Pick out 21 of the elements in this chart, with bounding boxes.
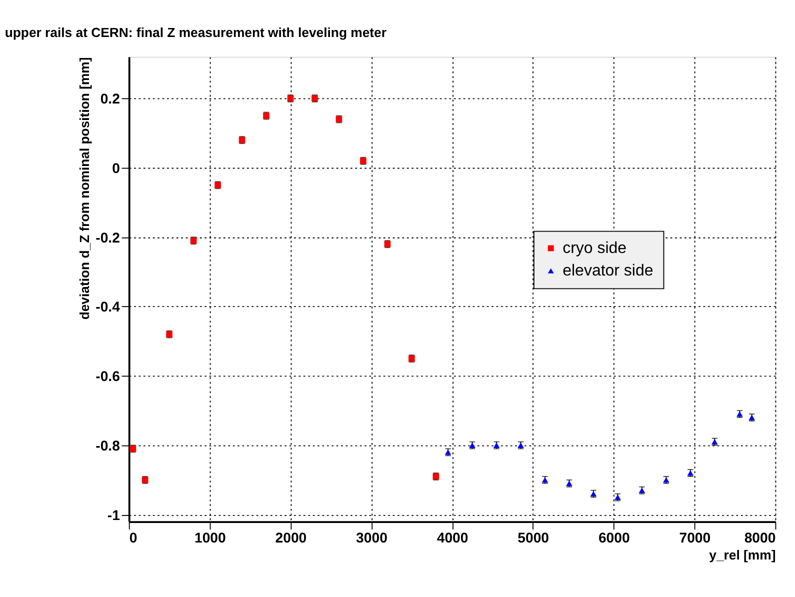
x-tick-label: 7000	[679, 530, 711, 546]
x-tick-label: 3000	[356, 530, 388, 546]
x-tick-label: 5000	[518, 530, 550, 546]
x-tick-label: 4000	[436, 530, 468, 546]
x-tick-label: 6000	[598, 530, 630, 546]
legend-label: cryo side	[562, 240, 627, 257]
x-axis-title: y_rel [mm]	[709, 548, 776, 563]
x-tick-label: 8000	[744, 530, 776, 546]
y-tick-label: -1	[107, 506, 120, 523]
y-tick-label: -0.6	[96, 368, 120, 384]
y-axis-title: deviation d_Z from nominal position [mm]	[77, 57, 92, 320]
chart-title: upper rails at CERN: final Z measurement with leveling meter	[4, 25, 386, 40]
x-tick-label: 1000	[194, 530, 226, 546]
legend-label: elevator side	[562, 262, 654, 280]
y-tick-label: -0.4	[96, 298, 120, 315]
y-tick-label: -0.8	[96, 437, 120, 454]
y-tick-label: -0.2	[96, 229, 120, 246]
y-tick-label: 0	[112, 160, 120, 176]
x-tick-label: 2000	[275, 530, 307, 546]
x-tick-label: 0	[129, 530, 138, 546]
y-tick-label: 0.2	[100, 90, 120, 107]
